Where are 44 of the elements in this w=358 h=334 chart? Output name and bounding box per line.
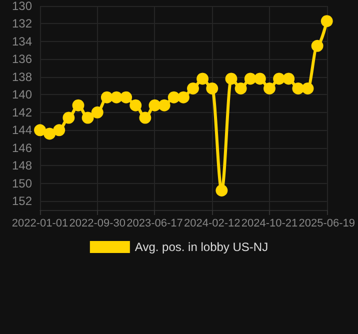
point — [187, 82, 199, 94]
y-tick-label: 136 — [12, 52, 32, 66]
point — [311, 40, 324, 52]
x-tick-label: 2023-06-17 — [126, 218, 183, 230]
point — [264, 82, 276, 94]
y-tick-label: 142 — [12, 105, 32, 120]
point — [158, 99, 170, 112]
point — [234, 82, 247, 94]
legend-label: Avg. pos. in lobby US-NJ — [134, 240, 268, 254]
point — [225, 72, 238, 85]
y-tick-label: 132 — [12, 16, 32, 31]
point — [139, 112, 152, 124]
point — [62, 112, 75, 124]
point — [82, 112, 94, 124]
point — [320, 15, 333, 28]
x-tick-label: 2024-02-12 — [184, 218, 240, 230]
y-tick-label: 134 — [12, 34, 32, 48]
y-tick-label: 144 — [12, 123, 32, 138]
point — [216, 184, 228, 196]
point — [34, 124, 46, 136]
y-tick-label: 150 — [12, 176, 32, 190]
point — [302, 82, 314, 94]
point — [91, 106, 104, 118]
point — [53, 124, 66, 136]
point — [292, 82, 304, 94]
point — [206, 82, 218, 94]
point — [282, 72, 295, 85]
x-tick-label: 2024-10-21 — [241, 218, 298, 230]
y-tick-label: 148 — [12, 158, 32, 173]
y-tick-label: 152 — [12, 194, 32, 208]
x-tick-label: 2022-09-30 — [69, 218, 126, 230]
x-tick-label: 2025-06-19 — [298, 218, 356, 230]
x-tick-label: 2022-01-01 — [12, 218, 68, 230]
point — [254, 72, 266, 85]
point — [130, 99, 142, 112]
point — [72, 99, 84, 112]
point — [120, 91, 132, 104]
y-tick-label: 140 — [12, 88, 32, 102]
point — [177, 91, 190, 104]
point — [196, 72, 209, 85]
y-tick-label: 146 — [12, 140, 32, 155]
y-tick-label: 138 — [12, 70, 32, 84]
point — [44, 128, 56, 140]
y-tick-label: 130 — [12, 0, 32, 13]
